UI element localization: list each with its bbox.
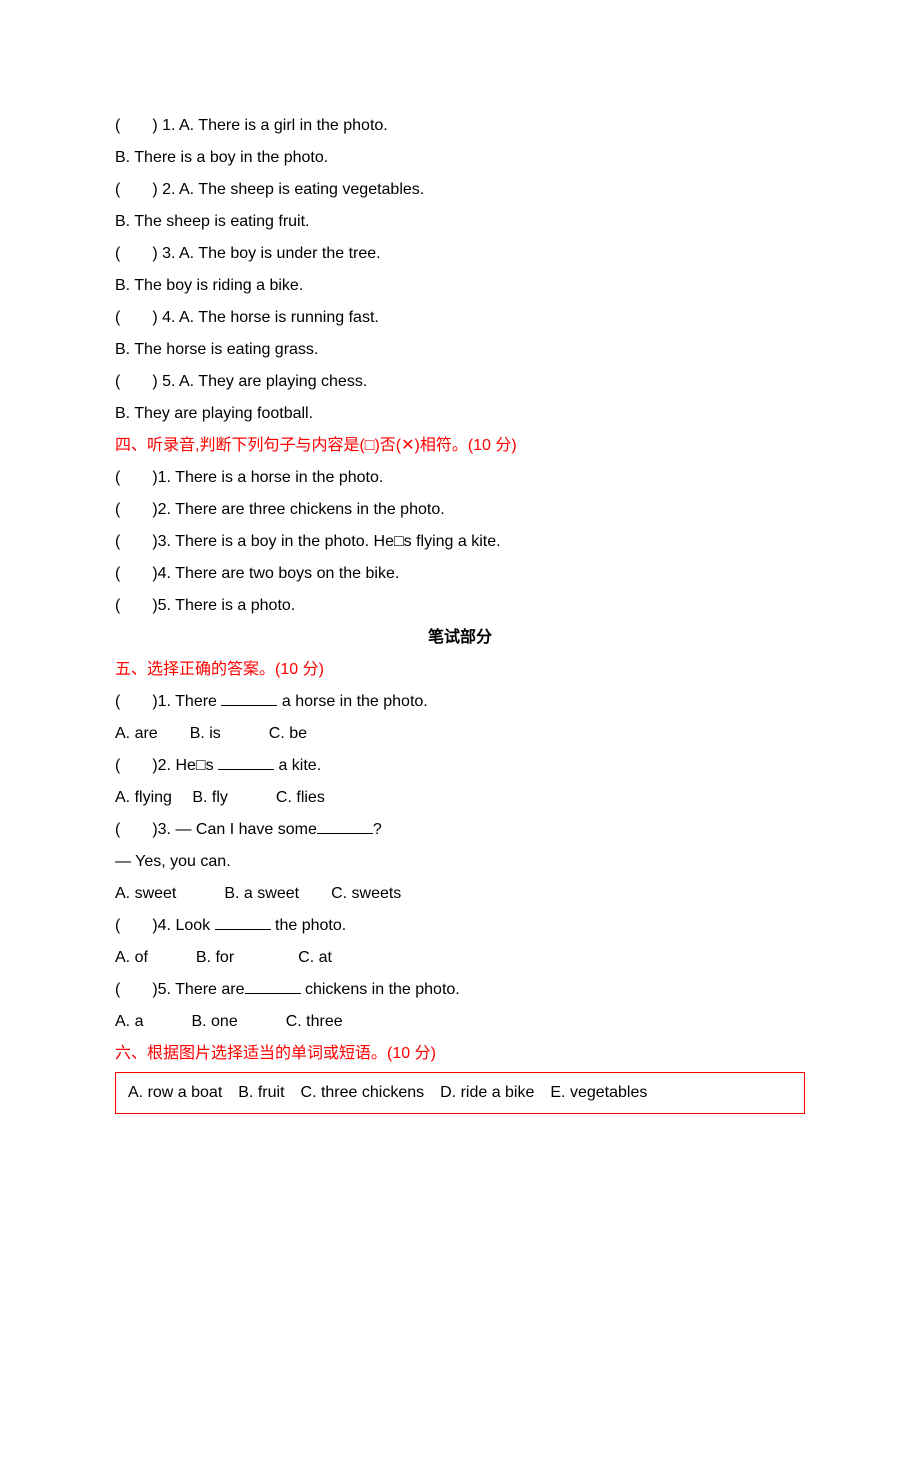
section5-header: 五、选择正确的答案。(10 分) (115, 654, 805, 686)
section6-word-box: A. row a boat B. fruit C. three chickens… (115, 1072, 805, 1114)
section3-q5b: B. They are playing football. (115, 398, 805, 430)
section4-q4: ( )4. There are two boys on the bike. (115, 558, 805, 590)
section4-q5: ( )5. There is a photo. (115, 590, 805, 622)
section4-q1: ( )1. There is a horse in the photo. (115, 462, 805, 494)
blank (218, 769, 274, 770)
section3-q2a: ( ) 2. A. The sheep is eating vegetables… (115, 174, 805, 206)
section3-q3b: B. The boy is riding a bike. (115, 270, 805, 302)
written-section-title: 笔试部分 (115, 622, 805, 654)
section5-q5-options: A. a B. one C. three (115, 1006, 805, 1038)
section4-q2: ( )2. There are three chickens in the ph… (115, 494, 805, 526)
section3-q3a: ( ) 3. A. The boy is under the tree. (115, 238, 805, 270)
section6-header: 六、根据图片选择适当的单词或短语。(10 分) (115, 1038, 805, 1070)
section5-q4: ( )4. Look the photo. (115, 910, 805, 942)
section5-q3: ( )3. — Can I have some? (115, 814, 805, 846)
section3-q2b: B. The sheep is eating fruit. (115, 206, 805, 238)
section5-q2: ( )2. He□s a kite. (115, 750, 805, 782)
blank (221, 705, 277, 706)
section3-q1b: B. There is a boy in the photo. (115, 142, 805, 174)
section3-q1a: ( ) 1. A. There is a girl in the photo. (115, 110, 805, 142)
blank (245, 993, 301, 994)
section5-q3-options: A. sweet B. a sweet C. sweets (115, 878, 805, 910)
section5-q1: ( )1. There a horse in the photo. (115, 686, 805, 718)
section4-header: 四、听录音,判断下列句子与内容是(□)否(✕)相符。(10 分) (115, 430, 805, 462)
blank (215, 929, 271, 930)
section5-q1-options: A. are B. is C. be (115, 718, 805, 750)
section4-q3: ( )3. There is a boy in the photo. He□s … (115, 526, 805, 558)
section5-q4-options: A. of B. for C. at (115, 942, 805, 974)
section5-q2-options: A. flying B. fly C. flies (115, 782, 805, 814)
section3-q4b: B. The horse is eating grass. (115, 334, 805, 366)
blank (317, 833, 373, 834)
section3-q5a: ( ) 5. A. They are playing chess. (115, 366, 805, 398)
section3-q4a: ( ) 4. A. The horse is running fast. (115, 302, 805, 334)
section5-q3-line2: — Yes, you can. (115, 846, 805, 878)
section5-q5: ( )5. There are chickens in the photo. (115, 974, 805, 1006)
